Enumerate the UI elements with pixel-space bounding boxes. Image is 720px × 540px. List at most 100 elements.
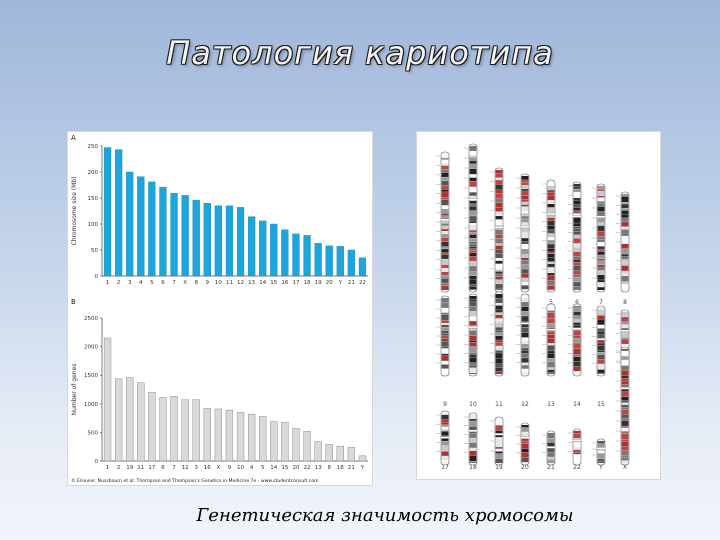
chromosome-band <box>441 268 449 272</box>
chromosome-band <box>469 151 477 156</box>
chromosome-band <box>573 234 581 239</box>
chromosome-band <box>521 241 529 245</box>
centromere <box>546 212 556 216</box>
chromosome-band <box>597 369 605 373</box>
x-tick-label: 14 <box>259 280 266 286</box>
chromosome-band <box>521 204 529 207</box>
chromosome-band <box>441 213 449 216</box>
x-tick-label: 20 <box>326 280 333 286</box>
chromosome-band <box>441 246 449 249</box>
chromosome-band <box>621 356 629 360</box>
chromosome-band <box>521 202 529 205</box>
bar-3 <box>126 171 134 277</box>
chromosome-band <box>573 197 581 201</box>
chromosome-band <box>469 276 477 279</box>
chromosome-band <box>469 306 477 312</box>
chromosome-band <box>495 180 503 185</box>
chromosome-band <box>441 429 449 432</box>
y-tick-label: 1500 <box>84 373 98 379</box>
chromosome-band <box>547 318 555 324</box>
bar-9 <box>225 409 234 462</box>
bar-16 <box>203 408 211 462</box>
chromosome-band <box>621 208 629 211</box>
chromosome-band <box>547 220 555 226</box>
x-tick-label: 13 <box>248 280 255 286</box>
chromosome-band <box>597 461 605 463</box>
chromosome-band <box>621 214 629 218</box>
chromosome-band <box>621 375 629 379</box>
chromosome-band <box>521 337 529 341</box>
chromosome-band <box>597 270 605 275</box>
chromosome-label: 17 <box>441 464 449 471</box>
chromosome-label: 14 <box>573 401 581 408</box>
chromosome-band <box>621 439 629 442</box>
chromosome-band <box>573 210 581 214</box>
chromosome-band <box>547 229 555 234</box>
chromosome-band <box>469 271 477 276</box>
x-tick-label: X <box>183 280 187 286</box>
chromosome-band <box>469 373 477 374</box>
chromosome-band <box>441 419 449 422</box>
slide-title: Патология кариотипа <box>166 34 554 72</box>
chromosome-band <box>547 240 555 244</box>
chromosome-band <box>621 381 629 385</box>
chromosome-band <box>469 206 477 211</box>
chromosome-band <box>469 192 477 196</box>
chromosome-band <box>597 282 605 287</box>
chromosome-band <box>521 269 529 274</box>
chromosome-band <box>469 438 477 443</box>
chromosome-band <box>469 253 477 257</box>
bar-13 <box>314 441 322 462</box>
chromosome-band <box>547 331 555 335</box>
chromosome-band <box>495 243 503 246</box>
chromosome-band <box>495 342 503 346</box>
chromosome-band <box>441 223 449 226</box>
chromosome-band <box>621 210 629 214</box>
y-tick-label: 50 <box>91 248 98 254</box>
chromosome-band <box>573 343 581 349</box>
bar-11 <box>137 382 145 462</box>
bar-22 <box>303 431 311 462</box>
chromosome-band <box>597 274 605 280</box>
chromosome-band <box>621 370 629 376</box>
chromosome-band <box>573 330 581 336</box>
bar-5 <box>148 181 156 277</box>
chromosome-band <box>573 354 581 357</box>
chromosome-label: 7 <box>599 299 603 306</box>
chromosome-band <box>597 373 605 374</box>
chromosome-band <box>573 256 581 260</box>
panel-label: A <box>71 134 76 142</box>
chromosome-band <box>495 310 503 313</box>
chromosome-band <box>495 340 503 343</box>
chromosome-band <box>495 305 503 310</box>
x-tick-label: 2 <box>117 465 121 471</box>
chromosome-band <box>521 316 529 322</box>
chromosome-band <box>469 455 477 461</box>
chromosome-band <box>573 262 581 266</box>
chromosome-band <box>547 275 555 281</box>
chromosome-band <box>621 400 629 403</box>
centromere <box>494 318 504 322</box>
chromosome-band <box>547 447 555 452</box>
chromosome-label: 5 <box>549 299 553 306</box>
chromosome-band <box>573 306 581 308</box>
chromosome-label: 6 <box>575 299 579 306</box>
chromosome-band <box>621 455 629 458</box>
bar-19 <box>126 377 134 462</box>
chromosome-band <box>621 446 629 451</box>
chromosome-band <box>441 215 449 220</box>
chromosome-band <box>469 187 477 193</box>
chromosome-band <box>573 226 581 229</box>
chromosome-band <box>495 263 503 270</box>
chromosome-21 <box>542 430 556 466</box>
chromosome-band <box>441 324 449 328</box>
centromere <box>620 226 630 230</box>
x-tick-label: Y <box>360 465 365 471</box>
chromosome-band <box>495 437 503 442</box>
chromosome-band <box>441 197 449 200</box>
chromosome-band <box>469 450 477 456</box>
chromosome-band <box>597 246 605 250</box>
bar-19 <box>336 246 344 277</box>
chromosome-band <box>469 461 477 463</box>
bar-9 <box>203 202 211 277</box>
